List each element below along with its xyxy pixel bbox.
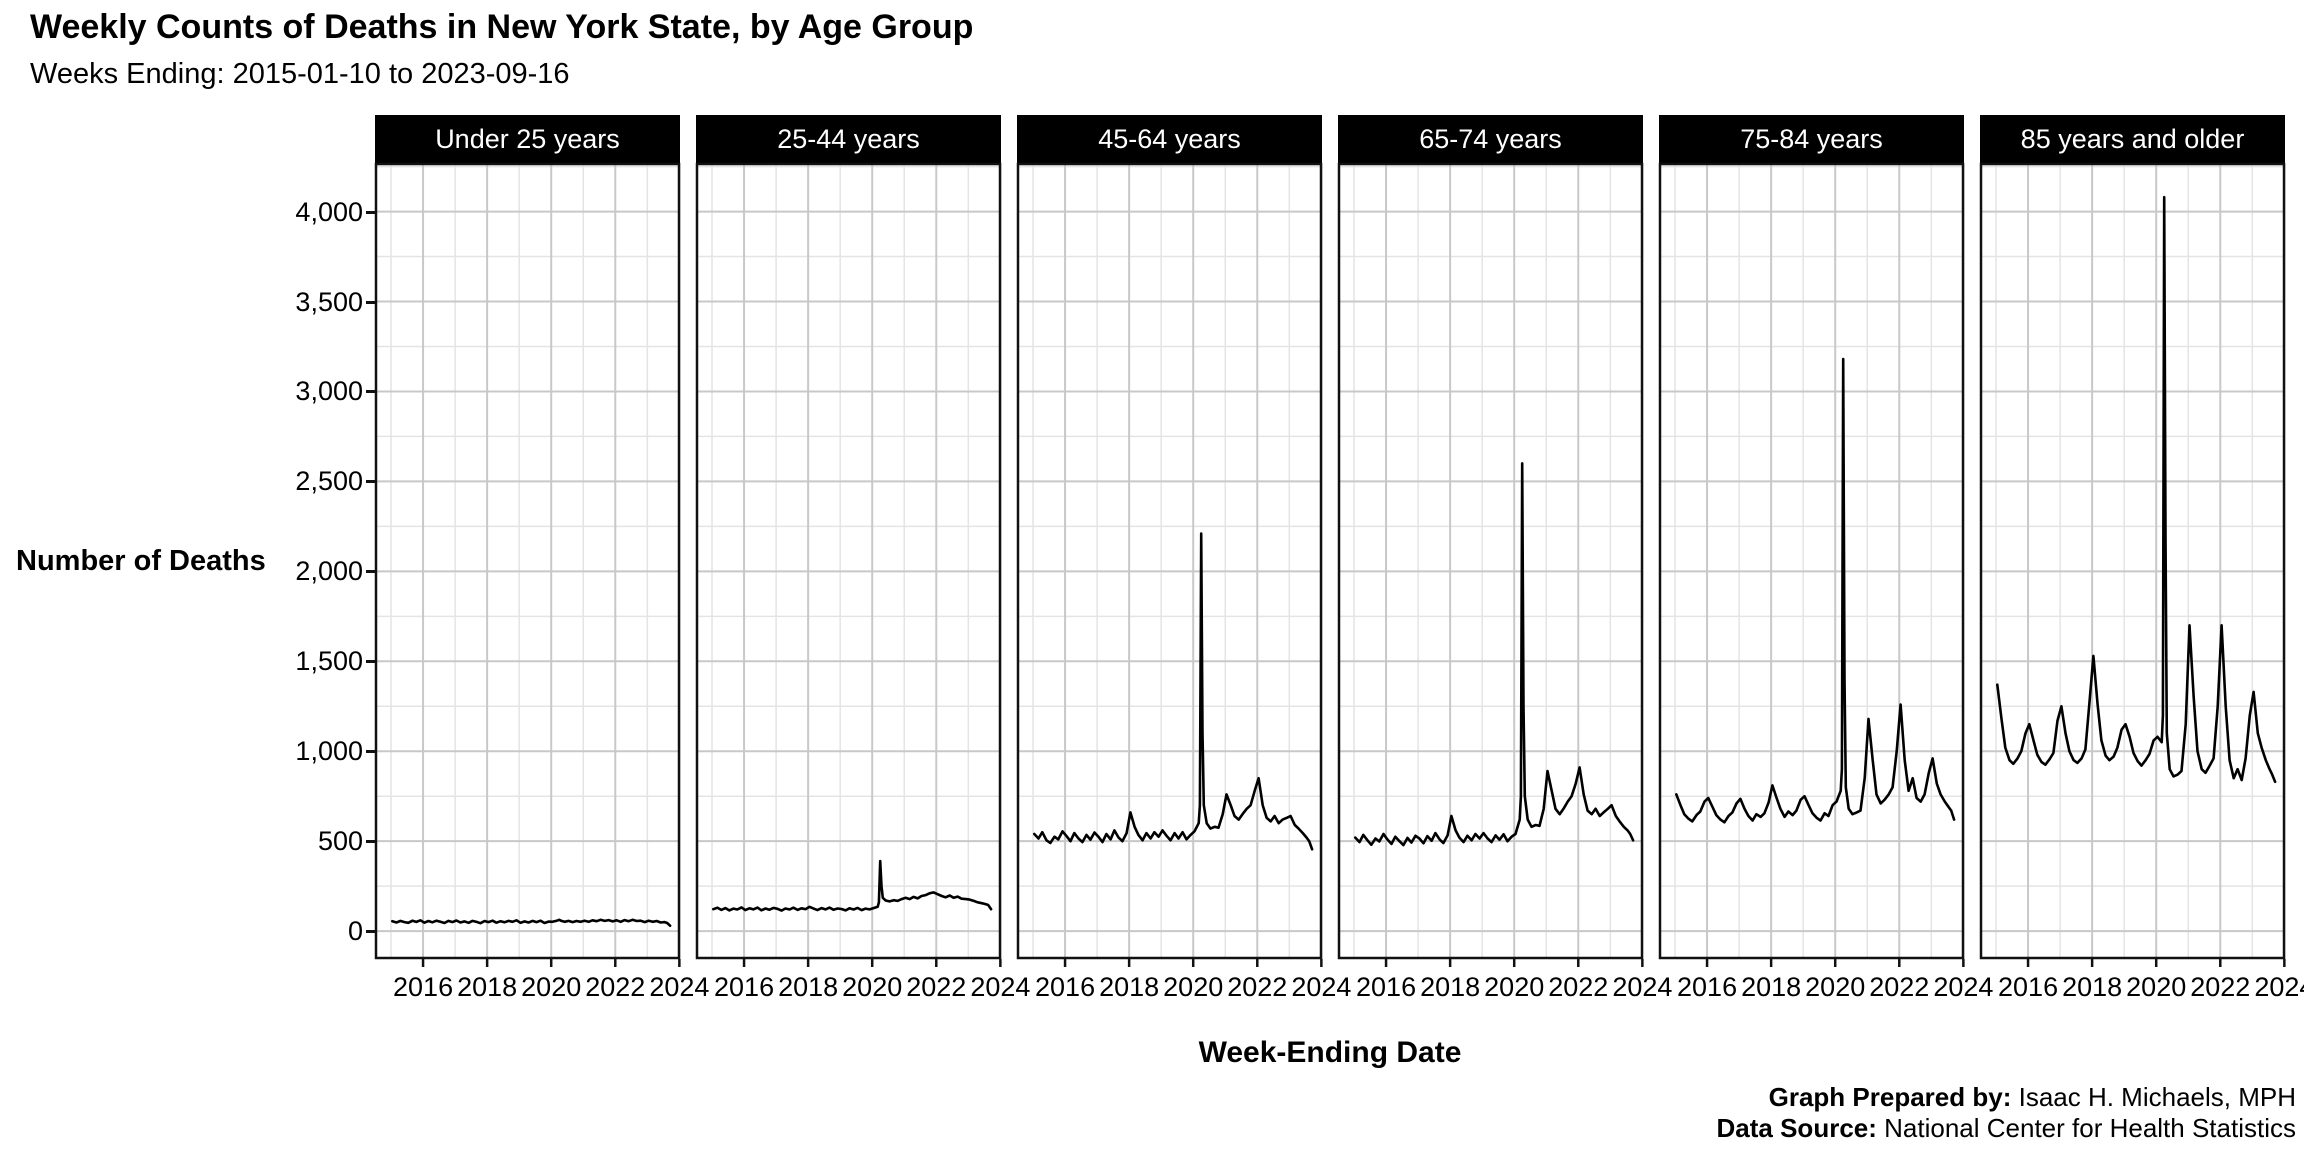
panel-border <box>1658 162 1965 960</box>
facet-strip-label: Under 25 years <box>435 123 620 154</box>
y-tick-label: 500 <box>317 826 363 857</box>
attribution-prepared-by-label: Graph Prepared by: <box>1768 1082 2012 1112</box>
x-tick-label: 2022 <box>1548 972 1608 1002</box>
panel-border <box>1337 162 1644 960</box>
y-tick-mark <box>366 300 375 304</box>
facet-panel: 65-74 years 2016 2018 2020 2022 2024 <box>1337 115 1672 1002</box>
facet-strip-label: 75-84 years <box>1740 123 1883 154</box>
facet-strip-label: 85 years and older <box>2020 123 2245 154</box>
facet-panel: 75-84 years 2016 2018 2020 2022 2024 <box>1658 115 1993 1002</box>
panel-border <box>695 162 1002 960</box>
x-tick-label: 2018 <box>1099 972 1159 1002</box>
facet-strip-label: 25-44 years <box>777 123 920 154</box>
facet-strip: 25-44 years <box>696 115 1001 163</box>
deaths-series-line <box>1354 462 1635 847</box>
x-tick-label: 2016 <box>1035 972 1095 1002</box>
y-tick-mark <box>366 480 375 484</box>
chart-subtitle: Weeks Ending: 2015-01-10 to 2023-09-16 <box>30 58 570 90</box>
x-tick-label: 2024 <box>1933 972 1993 1002</box>
y-tick-mark <box>366 210 375 214</box>
panel-border <box>1016 162 1323 960</box>
facet-strip: Under 25 years <box>375 115 680 163</box>
panel-border <box>1979 162 2286 960</box>
x-tick-label: 2016 <box>1356 972 1416 1002</box>
x-tick-label: 2018 <box>1741 972 1801 1002</box>
y-tick-mark <box>366 840 375 844</box>
attribution: Graph Prepared by: Isaac H. Michaels, MP… <box>1717 1082 2296 1144</box>
x-tick-label: 2020 <box>2126 972 2186 1002</box>
x-tick-label: 2020 <box>1163 972 1223 1002</box>
deaths-series-line <box>1033 532 1314 851</box>
facet-strip-label: 45-64 years <box>1098 123 1241 154</box>
x-tick-label: 2024 <box>649 972 709 1002</box>
x-tick-label: 2020 <box>521 972 581 1002</box>
x-tick-label: 2022 <box>1869 972 1929 1002</box>
x-tick-label: 2022 <box>1227 972 1287 1002</box>
facet-strip: 45-64 years <box>1017 115 1322 163</box>
facet-strip-label: 65-74 years <box>1419 123 1562 154</box>
y-tick-label: 1,500 <box>295 646 363 677</box>
y-tick-label: 0 <box>347 916 363 947</box>
y-tick-mark <box>366 750 375 754</box>
facet-strip: 75-84 years <box>1659 115 1964 163</box>
x-tick-label: 2022 <box>906 972 966 1002</box>
attribution-source-label: Data Source: <box>1716 1113 1877 1143</box>
x-tick-label: 2024 <box>2254 972 2304 1002</box>
x-tick-label: 2016 <box>714 972 774 1002</box>
y-tick-mark <box>366 660 375 664</box>
y-axis-title: Number of Deaths <box>16 545 266 577</box>
x-tick-label: 2018 <box>457 972 517 1002</box>
y-tick-label: 3,000 <box>295 376 363 407</box>
x-tick-label: 2020 <box>1484 972 1544 1002</box>
x-tick-label: 2020 <box>1805 972 1865 1002</box>
y-tick-label: 3,500 <box>295 286 363 317</box>
panel-border <box>374 162 681 960</box>
facet-strip: 85 years and older <box>1980 115 2285 163</box>
y-tick-mark <box>366 390 375 394</box>
x-tick-label: 2016 <box>1998 972 2058 1002</box>
y-tick-label: 2,500 <box>295 466 363 497</box>
chart-title: Weekly Counts of Deaths in New York Stat… <box>30 8 974 46</box>
x-tick-label: 2024 <box>970 972 1030 1002</box>
deaths-series-line <box>1675 357 1956 824</box>
facet-panel: Under 25 years 2016 2018 2020 2022 2024 <box>374 115 709 1002</box>
x-tick-label: 2018 <box>778 972 838 1002</box>
y-tick-label: 4,000 <box>295 196 363 227</box>
y-tick-mark <box>366 570 375 574</box>
deaths-series-line <box>391 918 672 927</box>
x-tick-label: 2022 <box>585 972 645 1002</box>
y-tick-label: 2,000 <box>295 556 363 587</box>
x-axis-title: Week-Ending Date <box>1198 1036 1462 1069</box>
x-tick-label: 2022 <box>2190 972 2250 1002</box>
attribution-prepared-by-value: Isaac H. Michaels, MPH <box>2018 1082 2296 1112</box>
facet-strip: 65-74 years <box>1338 115 1643 163</box>
x-tick-label: 2024 <box>1612 972 1672 1002</box>
attribution-source-value: National Center for Health Statistics <box>1884 1113 2296 1143</box>
x-tick-label: 2018 <box>1420 972 1480 1002</box>
deaths-series-line <box>1996 195 2277 784</box>
attribution-prepared-by: Graph Prepared by: Isaac H. Michaels, MP… <box>1717 1082 2296 1113</box>
attribution-data-source: Data Source: National Center for Health … <box>1717 1113 2296 1144</box>
x-tick-label: 2018 <box>2062 972 2122 1002</box>
x-tick-label: 2024 <box>1291 972 1351 1002</box>
x-tick-label: 2020 <box>842 972 902 1002</box>
x-tick-label: 2016 <box>393 972 453 1002</box>
y-tick-mark <box>366 930 375 934</box>
facet-panel: 45-64 years 2016 2018 2020 2022 2024 <box>1016 115 1351 1002</box>
y-tick-label: 1,000 <box>295 736 363 767</box>
deaths-series-line <box>712 859 993 912</box>
x-tick-label: 2016 <box>1677 972 1737 1002</box>
facet-panel: 25-44 years 2016 2018 2020 2022 2024 <box>695 115 1030 1002</box>
facet-grid: Under 25 years 2016 2018 2020 2022 2024 25-44 … <box>374 115 2304 1002</box>
